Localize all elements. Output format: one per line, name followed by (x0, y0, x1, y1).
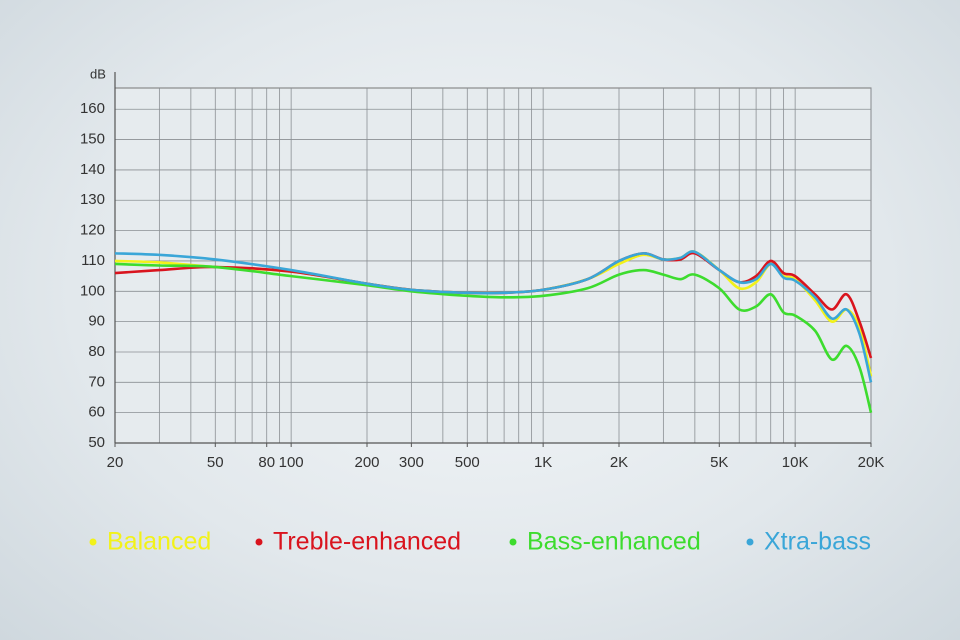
y-tick-label: 60 (88, 404, 105, 421)
y-tick-label: 120 (80, 222, 105, 239)
legend-label: Balanced (107, 528, 211, 556)
x-tick-label: 300 (399, 454, 424, 471)
x-tick-label: 20 (107, 454, 124, 471)
plot-area (114, 87, 872, 444)
legend-label: Xtra-bass (764, 528, 871, 556)
legend-label: Treble-enhanced (273, 528, 461, 556)
x-tick-label: 200 (354, 454, 379, 471)
x-tick-label: 1K (534, 454, 552, 471)
x-tick-label: 20K (858, 454, 885, 471)
x-tick-label: 2K (610, 454, 628, 471)
y-tick-label: 130 (80, 191, 105, 208)
x-tick-label: 80 (258, 454, 275, 471)
legend-marker (255, 538, 263, 546)
series-line (114, 250, 873, 383)
x-tick-label: 10K (782, 454, 809, 471)
y-tick-label: 140 (80, 161, 105, 178)
x-tick-label: 5K (710, 454, 728, 471)
legend-marker (509, 538, 517, 546)
x-tick-label: 100 (279, 454, 304, 471)
y-tick-label: 150 (80, 131, 105, 148)
legend-label: Bass-enhanced (527, 528, 701, 556)
legend-marker (746, 538, 754, 546)
y-tick-label: 80 (88, 343, 105, 360)
x-tick-label: 500 (455, 454, 480, 471)
series-line (114, 262, 873, 413)
y-tick-label: 90 (88, 313, 105, 330)
y-tick-label: 160 (80, 100, 105, 117)
y-tick-label: 50 (88, 434, 105, 451)
y-tick-label: 70 (88, 373, 105, 390)
y-tick-label: 110 (81, 252, 105, 269)
legend-marker (89, 538, 97, 546)
y-axis-label: dB (90, 66, 106, 81)
x-tick-label: 50 (207, 454, 224, 471)
y-tick-label: 100 (80, 282, 105, 299)
